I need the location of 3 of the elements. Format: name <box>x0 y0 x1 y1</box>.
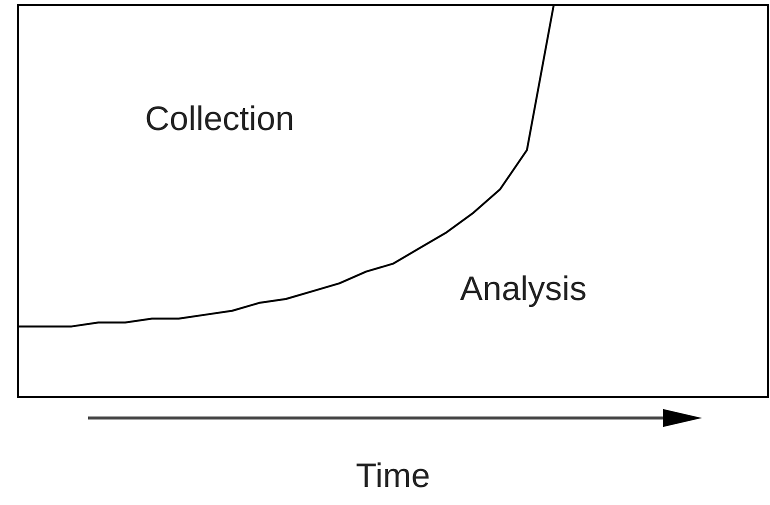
annotation: Analysis <box>460 270 587 308</box>
x-axis-title: Time <box>356 457 430 495</box>
annotation: Collection <box>145 100 294 138</box>
